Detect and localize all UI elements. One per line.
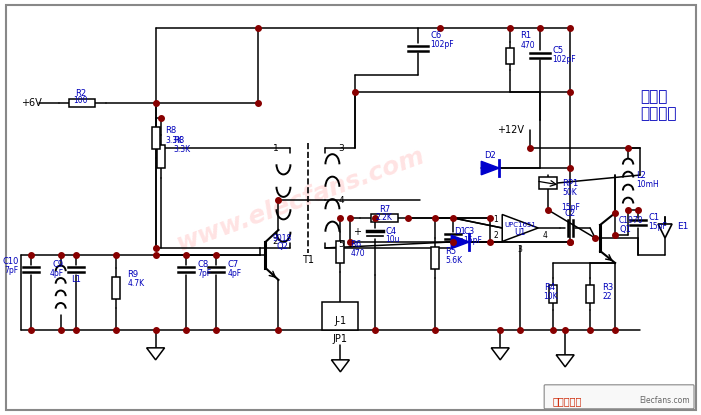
- Text: 15pF: 15pF: [561, 203, 580, 212]
- Text: R9: R9: [128, 271, 139, 279]
- Polygon shape: [451, 235, 469, 249]
- Text: 1: 1: [494, 215, 498, 225]
- Text: C4: C4: [386, 227, 397, 237]
- Text: 5: 5: [339, 240, 344, 249]
- FancyBboxPatch shape: [544, 385, 694, 409]
- Text: D2: D2: [484, 151, 496, 159]
- Text: 15pF: 15pF: [463, 237, 482, 245]
- Text: 5.6K: 5.6K: [445, 256, 463, 266]
- Bar: [111, 277, 120, 299]
- Text: U1: U1: [515, 229, 526, 237]
- Text: D1: D1: [454, 227, 466, 237]
- Bar: [506, 49, 515, 64]
- Polygon shape: [482, 161, 499, 175]
- Text: 10mH: 10mH: [636, 180, 659, 188]
- Text: R5: R5: [445, 247, 456, 256]
- Text: +6V: +6V: [21, 98, 41, 108]
- Text: 4: 4: [542, 232, 547, 240]
- Text: 3: 3: [339, 144, 344, 153]
- Text: 3: 3: [518, 245, 523, 254]
- Text: 100: 100: [74, 95, 88, 105]
- Text: www.elecfans.com: www.elecfans.com: [173, 144, 428, 256]
- Text: C6: C6: [430, 31, 442, 40]
- Polygon shape: [147, 348, 165, 360]
- Text: 发射给
电视天线: 发射给 电视天线: [640, 89, 676, 121]
- Text: Elecfans.com: Elecfans.com: [639, 396, 690, 405]
- Text: C1970: C1970: [619, 217, 644, 225]
- Bar: [549, 285, 557, 303]
- Text: 2: 2: [494, 232, 498, 240]
- Text: 1: 1: [273, 144, 278, 153]
- Text: C2: C2: [564, 210, 576, 218]
- Text: JP1: JP1: [333, 334, 348, 344]
- Text: C1: C1: [648, 213, 659, 222]
- Bar: [336, 241, 344, 263]
- Polygon shape: [491, 348, 509, 360]
- Text: R1: R1: [520, 31, 531, 40]
- Text: Q2: Q2: [276, 242, 288, 251]
- Text: L2: L2: [636, 171, 646, 180]
- Text: C10: C10: [2, 257, 19, 266]
- Bar: [151, 127, 160, 149]
- Polygon shape: [502, 215, 538, 242]
- Text: C7: C7: [228, 261, 239, 269]
- Text: E1: E1: [677, 222, 688, 232]
- Text: 4: 4: [339, 195, 344, 205]
- Text: R8: R8: [165, 126, 177, 134]
- Text: T1: T1: [302, 255, 315, 265]
- Text: 2: 2: [273, 237, 278, 247]
- Text: Q1: Q1: [619, 225, 631, 234]
- Text: L1: L1: [71, 276, 81, 284]
- Bar: [322, 302, 358, 330]
- Text: R4: R4: [545, 283, 556, 293]
- Text: 10K: 10K: [543, 293, 557, 301]
- Text: 470: 470: [350, 249, 365, 259]
- Text: 3.3K: 3.3K: [174, 144, 191, 154]
- Text: 7pF: 7pF: [5, 266, 19, 276]
- Text: 2.2K: 2.2K: [376, 213, 393, 222]
- Text: 9018: 9018: [273, 234, 292, 244]
- Text: 3.3K: 3.3K: [165, 136, 183, 144]
- Bar: [156, 145, 165, 168]
- Polygon shape: [332, 360, 349, 372]
- Bar: [431, 247, 440, 269]
- Text: UPC1651: UPC1651: [504, 222, 536, 228]
- Bar: [586, 285, 594, 303]
- Text: R7: R7: [379, 205, 390, 215]
- Text: R3: R3: [602, 283, 613, 293]
- Text: C8: C8: [198, 261, 209, 269]
- Text: 4.7K: 4.7K: [128, 279, 144, 288]
- Polygon shape: [556, 355, 574, 367]
- Text: R6: R6: [350, 240, 362, 249]
- Text: C9: C9: [53, 261, 64, 269]
- Bar: [69, 99, 95, 107]
- Text: 4pF: 4pF: [50, 269, 64, 278]
- Text: +: +: [353, 227, 362, 237]
- Text: +12V: +12V: [497, 125, 524, 135]
- Text: R2: R2: [75, 89, 86, 98]
- Text: 15pF: 15pF: [648, 222, 667, 232]
- Text: 470: 470: [520, 41, 535, 50]
- Text: 102pF: 102pF: [552, 55, 576, 63]
- Text: 电子发烧友: 电子发烧友: [552, 396, 582, 406]
- Text: J-1: J-1: [334, 316, 346, 326]
- Text: C5: C5: [552, 46, 564, 55]
- Text: 22: 22: [602, 293, 611, 301]
- Text: 7pF: 7pF: [198, 269, 212, 278]
- Text: 10u: 10u: [386, 235, 400, 244]
- Text: 4pF: 4pF: [228, 269, 242, 278]
- Bar: [539, 177, 557, 189]
- Text: 102pF: 102pF: [430, 40, 454, 49]
- Bar: [371, 214, 397, 222]
- Polygon shape: [658, 224, 672, 238]
- Text: R8: R8: [174, 136, 185, 144]
- Text: C3: C3: [463, 227, 475, 237]
- Text: 50K: 50K: [562, 188, 577, 197]
- Text: RP1: RP1: [562, 178, 578, 188]
